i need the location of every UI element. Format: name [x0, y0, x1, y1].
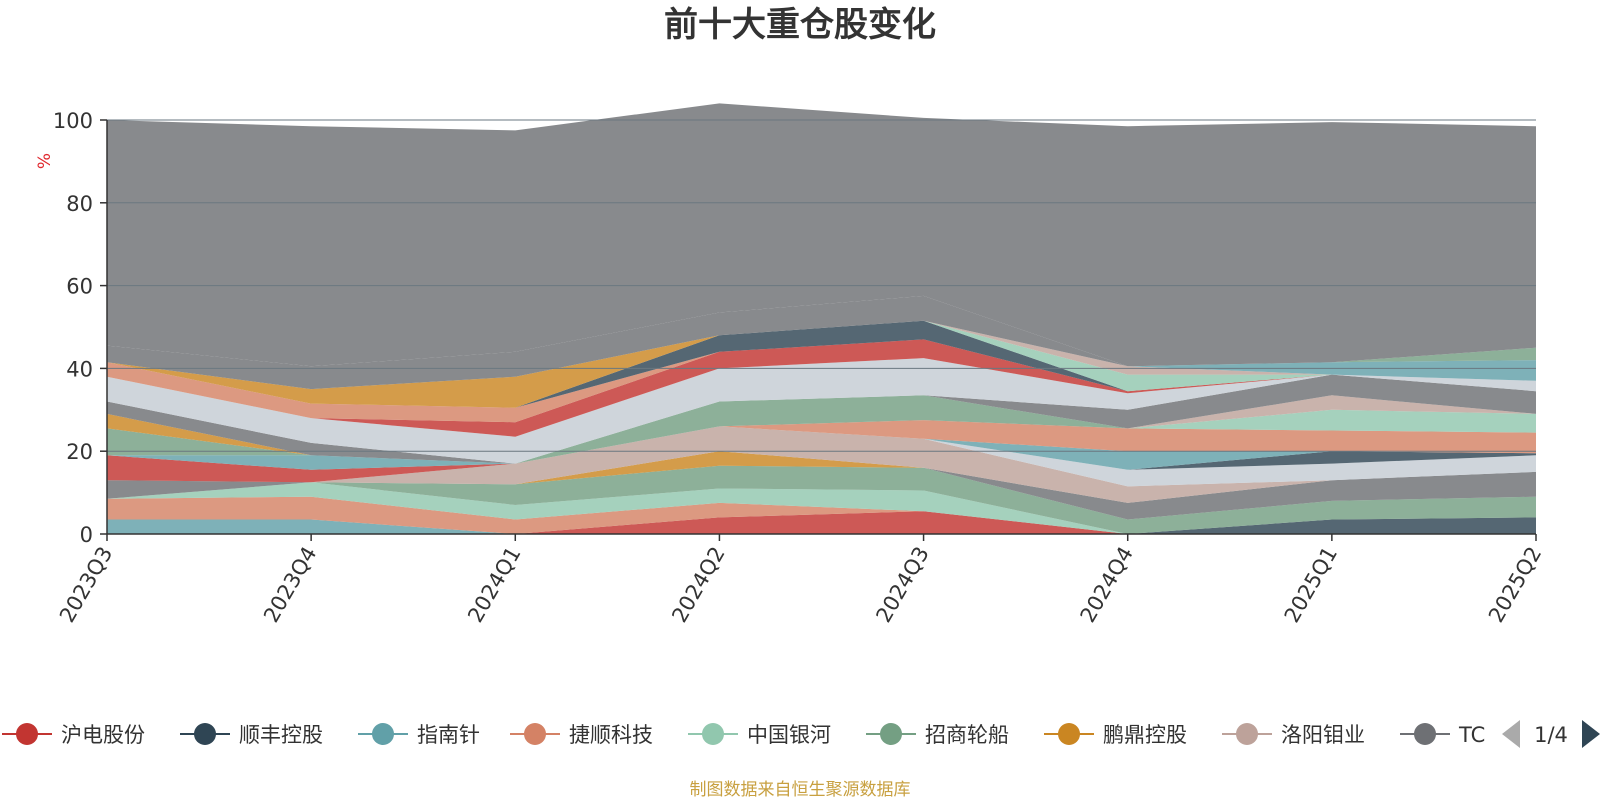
area-series-28	[107, 320, 1536, 408]
x-tick-label: 2023Q4	[259, 543, 321, 627]
legend-item[interactable]: 中国银河	[688, 723, 831, 747]
area-series-32	[107, 103, 1536, 367]
legend-item[interactable]: 顺丰控股	[180, 723, 323, 747]
chart-title: 前十大重仓股变化	[664, 5, 936, 45]
area-series-9	[107, 426, 1536, 503]
grid-lines	[107, 119, 1536, 452]
legend-dot-icon	[880, 723, 902, 745]
area-series-10	[107, 426, 1536, 487]
source-note: 制图数据来自恒生聚源数据库	[690, 780, 911, 800]
x-tick-label: 2023Q3	[55, 543, 117, 627]
area-series-7	[107, 465, 1536, 520]
legend-item[interactable]: 鹏鼎控股	[1044, 723, 1187, 747]
x-tick-label: 2024Q4	[1076, 543, 1138, 627]
legend-label: TC	[1458, 723, 1485, 747]
legend-page-indicator: 1/4	[1534, 723, 1568, 747]
legend-item[interactable]: 沪电股份	[2, 723, 145, 747]
x-tick-label: 2024Q1	[463, 543, 525, 627]
triangle-left-icon[interactable]	[1502, 720, 1520, 748]
area-series-2	[107, 511, 1536, 534]
legend-dot-icon	[1414, 723, 1436, 745]
area-series-23	[107, 339, 1536, 437]
area-series-15	[107, 420, 1536, 464]
legend-label: 顺丰控股	[239, 723, 323, 747]
area-series-8	[107, 451, 1536, 503]
legend-item[interactable]: 指南针	[358, 723, 480, 747]
area-series-31	[107, 295, 1536, 390]
triangle-right-icon[interactable]	[1582, 720, 1600, 748]
legend-dot-icon	[702, 723, 724, 745]
x-tick-label: 2025Q1	[1280, 543, 1342, 627]
y-tick-label: 0	[80, 523, 93, 547]
legend-label: 鹏鼎控股	[1103, 723, 1187, 747]
legend-dot-icon	[372, 723, 394, 745]
area-series-4	[107, 496, 1536, 534]
legend-label: 捷顺科技	[569, 723, 653, 747]
legend-label: 沪电股份	[61, 723, 145, 747]
area-series-13	[107, 426, 1536, 483]
y-axis-unit: %	[35, 153, 55, 169]
legend-item[interactable]: 招商轮船	[866, 723, 1009, 747]
x-tick-label: 2024Q3	[871, 543, 933, 627]
legend-label: 招商轮船	[925, 723, 1009, 747]
area-series-5	[107, 482, 1536, 534]
y-tick-label: 40	[66, 357, 93, 381]
legend-label: 洛阳钼业	[1281, 723, 1365, 747]
legend-label: 指南针	[417, 723, 480, 747]
area-series-20	[107, 395, 1536, 464]
area-series-22	[107, 358, 1536, 464]
legend-item[interactable]: 捷顺科技	[510, 723, 653, 747]
legend-item[interactable]: 洛阳钼业	[1222, 723, 1365, 747]
area-series-25	[107, 320, 1536, 408]
legend-dot-icon	[1236, 723, 1258, 745]
legend-item[interactable]: TC	[1400, 723, 1485, 747]
legend-dot-icon	[194, 723, 216, 745]
area-series-17	[107, 395, 1536, 464]
area-series-6	[107, 465, 1536, 534]
legend: 沪电股份 顺丰控股 指南针 捷顺科技 中国银河 招商轮船 鹏鼎控股 洛阳钼业 TC 1/4	[2, 720, 1600, 748]
y-tick-label: 80	[66, 192, 93, 216]
area-series-29	[107, 320, 1536, 408]
legend-dot-icon	[524, 723, 546, 745]
y-tick-label: 60	[66, 275, 93, 299]
area-series-21	[107, 374, 1536, 464]
area-series-18	[107, 395, 1536, 464]
plot-area	[107, 103, 1536, 534]
x-tick-label: 2025Q2	[1484, 543, 1546, 627]
legend-label: 中国银河	[747, 723, 831, 747]
y-tick-label: 20	[66, 440, 93, 464]
area-series-12	[107, 426, 1536, 483]
legend-dot-icon	[16, 723, 38, 745]
legend-dot-icon	[1058, 723, 1080, 745]
y-tick-label: 100	[53, 109, 93, 133]
area-series-3	[107, 511, 1536, 534]
area-series-26	[107, 320, 1536, 408]
x-tick-label: 2024Q2	[667, 543, 729, 627]
